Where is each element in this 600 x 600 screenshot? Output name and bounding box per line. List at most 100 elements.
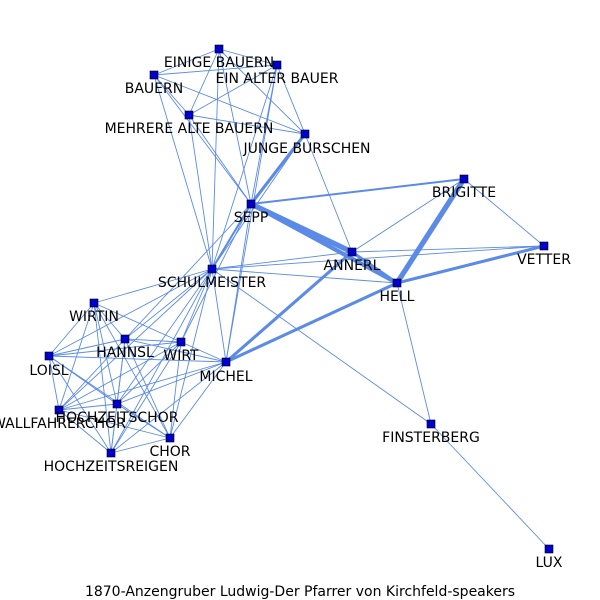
edge-bauern-mehrere-alte-bauern (153, 74, 190, 116)
node-label-hannsl: HANNSL (96, 345, 154, 361)
nodes-layer (44, 44, 554, 554)
edge-einige-bauern-bauern (153, 48, 220, 76)
edge-mehrere-alte-bauern-junge-burschen (188, 114, 306, 135)
edge-hannsl-wallfahrerchor (58, 338, 126, 411)
node-hannsl[interactable] (120, 334, 130, 344)
edge-einige-bauern-schulmeister (211, 48, 220, 270)
diagram-caption: 1870-Anzengruber Ludwig-Der Pfarrer von … (85, 584, 515, 600)
edge-hannsl-chor (124, 338, 171, 439)
edge-sepp-hell (248, 201, 400, 286)
node-lux[interactable] (544, 544, 554, 554)
node-chor[interactable] (165, 433, 175, 443)
node-loisl[interactable] (44, 351, 54, 361)
edge-wirt-michel (180, 341, 227, 363)
edge-wirt-loisl (48, 341, 182, 357)
edge-bauern-schulmeister (153, 74, 213, 270)
node-label-hochzeitsreigen: HOCHZEITSREIGEN (44, 459, 179, 475)
edge-schulmeister-loisl (48, 268, 213, 357)
edge-schulmeister-chor (169, 268, 213, 439)
node-label-bauern: BAUERN (125, 81, 183, 97)
node-schulmeister[interactable] (207, 264, 217, 274)
node-wallfahrerchor[interactable] (54, 405, 64, 415)
node-hochzeitsreigen[interactable] (106, 448, 116, 458)
edge-wirt-wallfahrerchor (58, 341, 182, 411)
node-ein-alter-bauer[interactable] (272, 60, 282, 70)
edge-hell-finsterberg (396, 282, 432, 425)
node-label-loisl: LOISL (29, 363, 68, 379)
edge-ein-alter-bauer-mehrere-alte-bauern (188, 64, 278, 116)
node-label-schulmeister: SCHULMEISTER (158, 275, 267, 291)
edge-hannsl-loisl (48, 338, 126, 357)
node-brigitte[interactable] (459, 174, 469, 184)
edge-schulmeister-hannsl (124, 268, 213, 340)
edge-hochzeitschor-wallfahrerchor (58, 403, 118, 411)
node-label-finsterberg: FINSTERBERG (382, 430, 480, 446)
edge-loisl-chor (48, 355, 171, 439)
edge-bauern-junge-burschen (153, 74, 306, 135)
edge-brigitte-annerl (351, 178, 465, 253)
node-label-wirtin: WIRTIN (69, 309, 119, 325)
node-label-annerl: ANNERL (324, 258, 381, 274)
edge-loisl-hochzeitsreigen (48, 355, 112, 454)
edge-finsterberg-lux (430, 423, 550, 550)
node-label-chor: CHOR (149, 444, 190, 460)
edge-bauern-sepp (153, 74, 252, 205)
edge-mehrere-alte-bauern-schulmeister (188, 114, 213, 270)
node-label-einige-bauern: EINIGE BAUERN (164, 55, 274, 71)
edge-hell-michel (224, 281, 399, 364)
edge-annerl-schulmeister (211, 251, 353, 270)
node-label-lux: LUX (536, 555, 563, 571)
edge-michel-chor (169, 361, 227, 439)
edge-vetter-schulmeister (211, 245, 545, 270)
edge-wallfahrerchor-chor (58, 409, 171, 439)
node-vetter[interactable] (539, 241, 549, 251)
edge-wirt-hochzeitschor (116, 341, 182, 405)
node-sepp[interactable] (246, 199, 256, 209)
node-einige-bauern[interactable] (214, 44, 224, 54)
node-annerl[interactable] (347, 247, 357, 257)
edge-wirtin-wirt (93, 302, 182, 343)
node-wirt[interactable] (176, 337, 186, 347)
edge-wirtin-hochzeitschor (93, 302, 118, 405)
node-hell[interactable] (392, 278, 402, 288)
node-finsterberg[interactable] (426, 419, 436, 429)
node-label-vetter: VETTER (517, 252, 571, 268)
node-label-brigitte: BRIGITTE (432, 185, 496, 201)
edge-ein-alter-bauer-michel (225, 64, 278, 363)
edge-junge-burschen-annerl (304, 133, 353, 253)
edge-brigitte-vetter (463, 178, 545, 247)
node-michel[interactable] (221, 357, 231, 367)
edge-michel-wallfahrerchor (58, 361, 227, 411)
edge-einige-bauern-ein-alter-bauer (218, 48, 278, 66)
edge-annerl-michel (224, 250, 354, 364)
edge-junge-burschen-schulmeister (211, 133, 306, 270)
edge-wirtin-hochzeitsreigen (93, 302, 112, 454)
node-wirtin[interactable] (89, 298, 99, 308)
node-label-junge-burschen: JUNGE BURSCHEN (242, 141, 370, 157)
edge-wirt-chor (169, 341, 182, 439)
edge-ein-alter-bauer-bauern (153, 64, 278, 76)
edge-wirtin-hannsl (93, 302, 126, 340)
node-label-hochzeitschor: HOCHZEITSCHOR (56, 410, 179, 426)
edge-wallfahrerchor-hochzeitsreigen (58, 409, 112, 454)
node-label-wirt: WIRT (163, 348, 199, 364)
edge-wirtin-loisl (48, 302, 95, 357)
node-bauern[interactable] (149, 70, 159, 80)
edge-hannsl-wirt (124, 338, 182, 343)
node-junge-burschen[interactable] (300, 129, 310, 139)
edges-layer (48, 48, 550, 550)
edge-hochzeitschor-hochzeitsreigen (110, 403, 118, 454)
edge-annerl-hell (350, 250, 399, 285)
edge-brigitte-hell (394, 176, 467, 286)
edge-schulmeister-wirtin (93, 268, 213, 304)
node-label-michel: MICHEL (199, 369, 252, 385)
edge-loisl-michel (48, 355, 227, 363)
node-hochzeitschor[interactable] (112, 399, 122, 409)
node-label-hell: HELL (380, 289, 415, 305)
edge-schulmeister-finsterberg (211, 268, 432, 425)
node-mehrere-alte-bauern[interactable] (184, 110, 194, 120)
edge-wirtin-chor (93, 302, 171, 439)
edge-sepp-hannsl (124, 203, 252, 340)
